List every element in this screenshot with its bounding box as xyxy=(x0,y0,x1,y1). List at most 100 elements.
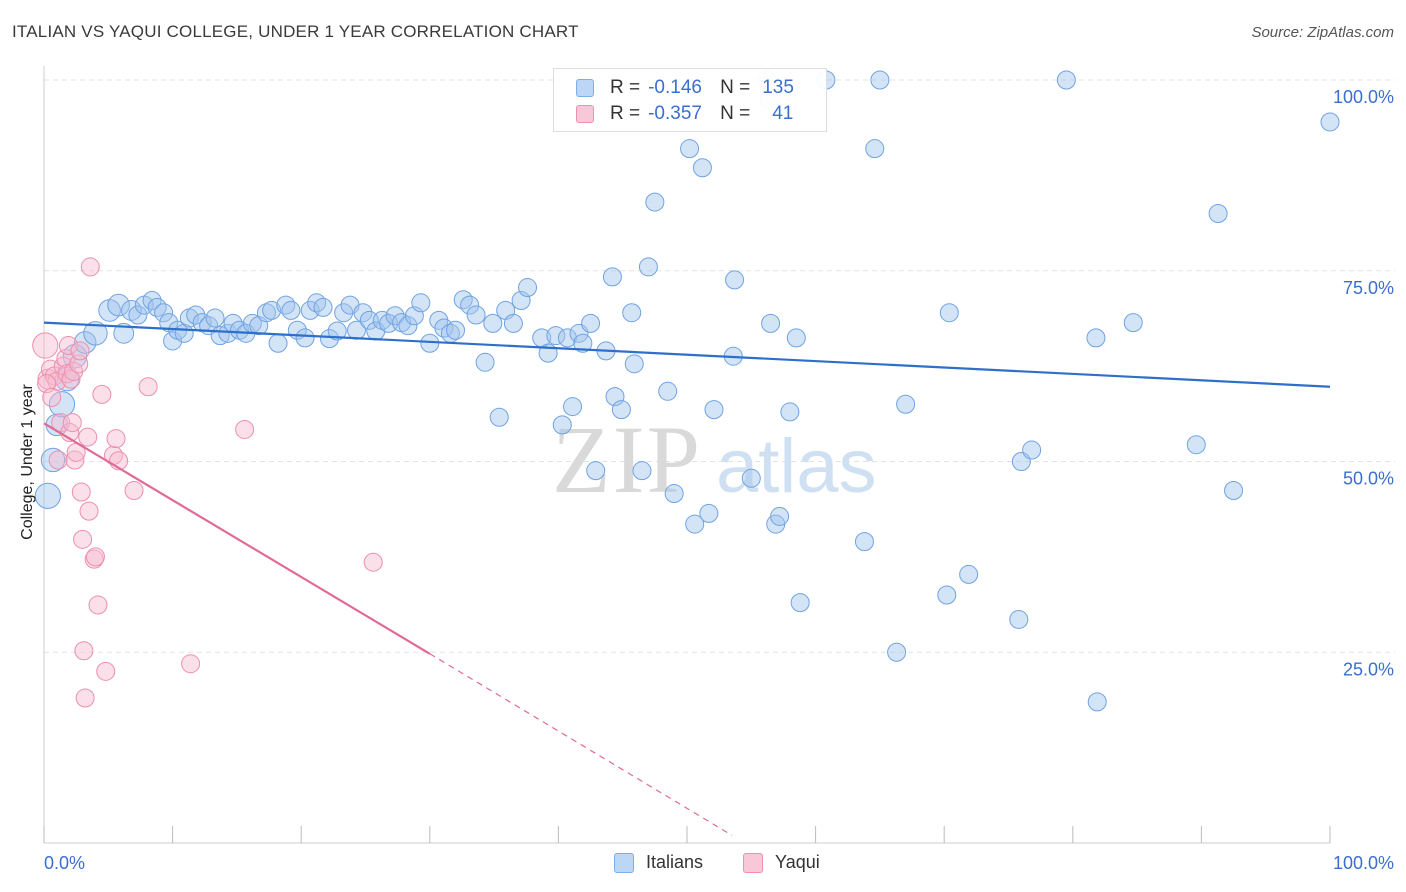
italians-point xyxy=(704,400,724,420)
italians-point xyxy=(939,303,959,323)
italians-point xyxy=(680,139,700,159)
italians-point xyxy=(573,333,593,353)
watermark: ZIP atlas xyxy=(552,406,877,513)
yaqui-point xyxy=(78,427,98,447)
italians-point xyxy=(411,293,431,313)
yaqui-point xyxy=(85,547,105,567)
yaqui-point xyxy=(80,257,100,277)
yaqui-legend-label: Yaqui xyxy=(775,852,820,872)
italians-point xyxy=(1056,70,1076,90)
series-legend: Italians Yaqui xyxy=(614,852,860,873)
italians-point xyxy=(563,397,583,417)
italians-point xyxy=(460,295,480,315)
italians-point xyxy=(256,303,276,323)
yaqui-point xyxy=(58,336,78,356)
italians-point xyxy=(518,278,538,298)
italians-point xyxy=(313,297,333,317)
yaqui-point xyxy=(42,387,62,407)
y-tick-label: 50.0% xyxy=(1343,469,1394,489)
yaqui-point xyxy=(138,377,158,397)
italians-point xyxy=(1208,204,1228,224)
italians-point xyxy=(334,303,354,323)
yaqui-point xyxy=(106,429,126,449)
yaqui-swatch xyxy=(576,105,594,123)
italians-point xyxy=(262,300,282,320)
italians-point xyxy=(854,532,874,552)
yaqui-r-label: R = xyxy=(610,103,641,124)
yaqui-point xyxy=(32,332,59,359)
italians-point xyxy=(268,333,288,353)
italians-point xyxy=(453,290,473,310)
yaqui-point xyxy=(96,661,116,681)
italians-point xyxy=(327,321,347,341)
yaqui-point xyxy=(73,529,93,549)
x-tick-label: 100.0% xyxy=(1333,853,1394,873)
legend-row-italians: R = -0.146 N = 135 xyxy=(576,76,794,100)
italians-point xyxy=(1224,480,1244,500)
yaqui-point xyxy=(363,552,383,572)
y-tick-label: 100.0% xyxy=(1333,87,1394,107)
yaqui-point xyxy=(70,341,90,361)
legend-row-yaqui: R = -0.357 N = 41 xyxy=(576,102,793,126)
y-tick-label: 75.0% xyxy=(1343,278,1394,298)
italians-point xyxy=(1009,609,1029,629)
yaqui-point xyxy=(48,450,68,470)
italians-point xyxy=(121,300,142,321)
yaqui-point xyxy=(181,654,201,674)
stats-legend: R = -0.146 N = 135 R = -0.357 N = 41 xyxy=(553,68,827,132)
trendlines-layer xyxy=(43,321,1331,836)
italians-point xyxy=(353,303,373,323)
italians-point xyxy=(1086,328,1106,348)
italians-point xyxy=(725,270,745,290)
yaqui-trendline-extension xyxy=(429,653,733,836)
y-axis-label: College, Under 1 year xyxy=(19,384,36,540)
italians-point xyxy=(466,305,486,325)
yaqui-trendline xyxy=(43,422,431,655)
italians-point xyxy=(959,564,979,584)
yaqui-legend-swatch xyxy=(743,852,764,873)
yaqui-point xyxy=(74,641,94,661)
yaqui-n-label: N = xyxy=(720,103,751,124)
yaqui-point xyxy=(65,450,85,470)
italians-point xyxy=(154,303,174,323)
yaqui-point xyxy=(75,688,95,708)
yaqui-point xyxy=(71,482,91,502)
italians-legend-swatch xyxy=(614,852,634,873)
x-tick-label: 0.0% xyxy=(44,853,85,873)
italians-point xyxy=(552,415,572,435)
italians-n-value: 135 xyxy=(762,77,794,98)
source-credit: Source: ZipAtlas.com xyxy=(1251,24,1394,41)
italians-point xyxy=(276,295,296,315)
italians-point xyxy=(602,267,622,287)
italians-point xyxy=(73,331,97,354)
y-tick-label: 25.0% xyxy=(1343,659,1394,679)
italians-point xyxy=(611,400,631,420)
italians-n-label: N = xyxy=(720,77,751,98)
italians-point xyxy=(319,329,339,349)
italians-point xyxy=(1123,313,1143,333)
italians-point xyxy=(1022,440,1042,460)
legend-item-italians[interactable]: Italians xyxy=(614,852,703,873)
italians-point xyxy=(685,514,705,534)
chart-title: ITALIAN VS YAQUI COLLEGE, UNDER 1 YEAR C… xyxy=(12,22,579,41)
tick-labels-layer: 25.0% 50.0% 75.0% 100.0% 0.0% 100.0% xyxy=(44,87,1394,873)
yaqui-n-value: 41 xyxy=(772,103,794,124)
italians-point xyxy=(557,328,577,348)
yaqui-point xyxy=(62,413,82,433)
italians-point xyxy=(434,318,454,338)
yaqui-point xyxy=(61,369,81,389)
legend-item-yaqui[interactable]: Yaqui xyxy=(743,852,820,873)
italians-point xyxy=(34,482,61,509)
italians-point xyxy=(147,297,167,317)
yaqui-r-value: -0.357 xyxy=(648,103,702,124)
italians-point xyxy=(786,328,806,348)
watermark-zip-text: ZIP xyxy=(552,406,702,513)
italians-point xyxy=(1186,435,1206,455)
italians-point xyxy=(483,313,503,333)
italians-point xyxy=(887,642,907,662)
italians-point xyxy=(475,352,495,372)
italians-point xyxy=(632,461,652,481)
italians-point xyxy=(761,313,781,333)
italians-point xyxy=(699,503,719,523)
